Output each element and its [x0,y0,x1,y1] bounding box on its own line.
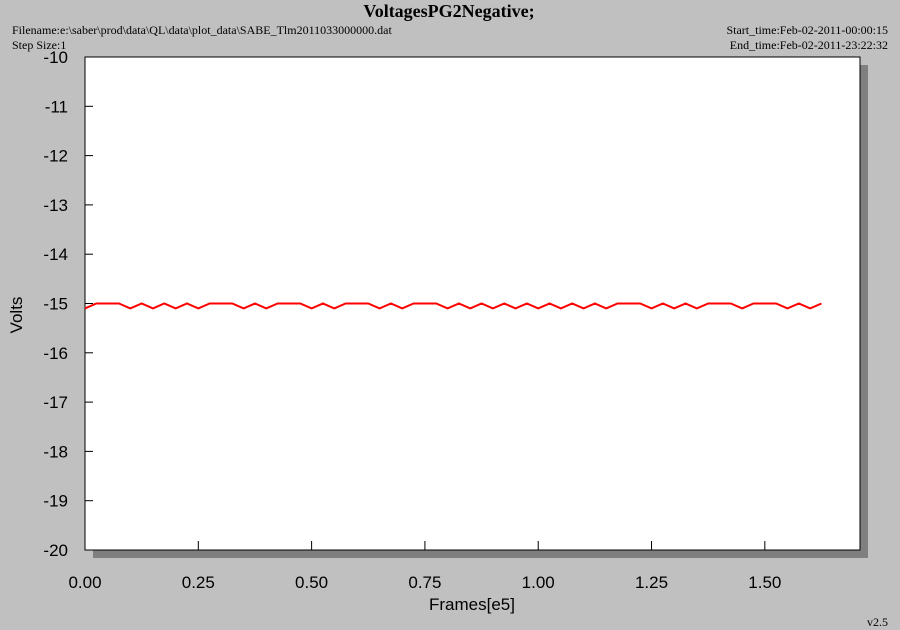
data-line [84,302,822,310]
x-tick-label: 0.25 [182,573,215,592]
y-tick-label: -20 [43,541,68,560]
plot-area [84,56,861,551]
filename: Filename:e:\saber\prod\data\QL\data\plot… [12,23,392,37]
y-tick-label: -17 [43,393,68,412]
y-tick-label: -10 [43,48,68,67]
y-tick-label: -15 [43,295,68,314]
step-size: Step Size:1 [12,38,66,52]
x-tick-label: 1.00 [522,573,555,592]
y-tick-label: -13 [43,196,68,215]
y-axis-label: Volts [7,297,26,334]
y-tick-label: -11 [45,97,68,116]
x-tick-label: 0.50 [295,573,328,592]
y-tick-label: -12 [43,147,68,166]
y-tick-label: -16 [43,344,68,363]
y-tick-label: -19 [43,492,68,511]
x-axis-label: Frames[e5] [429,595,515,614]
x-tick-label: 1.50 [748,573,781,592]
chart-title: VoltagesPG2Negative; [363,1,534,21]
start-time: Start_time:Feb-02-2011-00:00:15 [726,23,888,37]
y-tick-label: -18 [43,442,68,461]
x-tick-label: 1.25 [635,573,668,592]
x-tick-label: 0.00 [68,573,101,592]
version: v2.5 [867,615,888,629]
y-tick-label: -14 [43,245,68,264]
end-time: End_time:Feb-02-2011-23:22:32 [730,38,888,52]
x-tick-label: 0.75 [408,573,441,592]
